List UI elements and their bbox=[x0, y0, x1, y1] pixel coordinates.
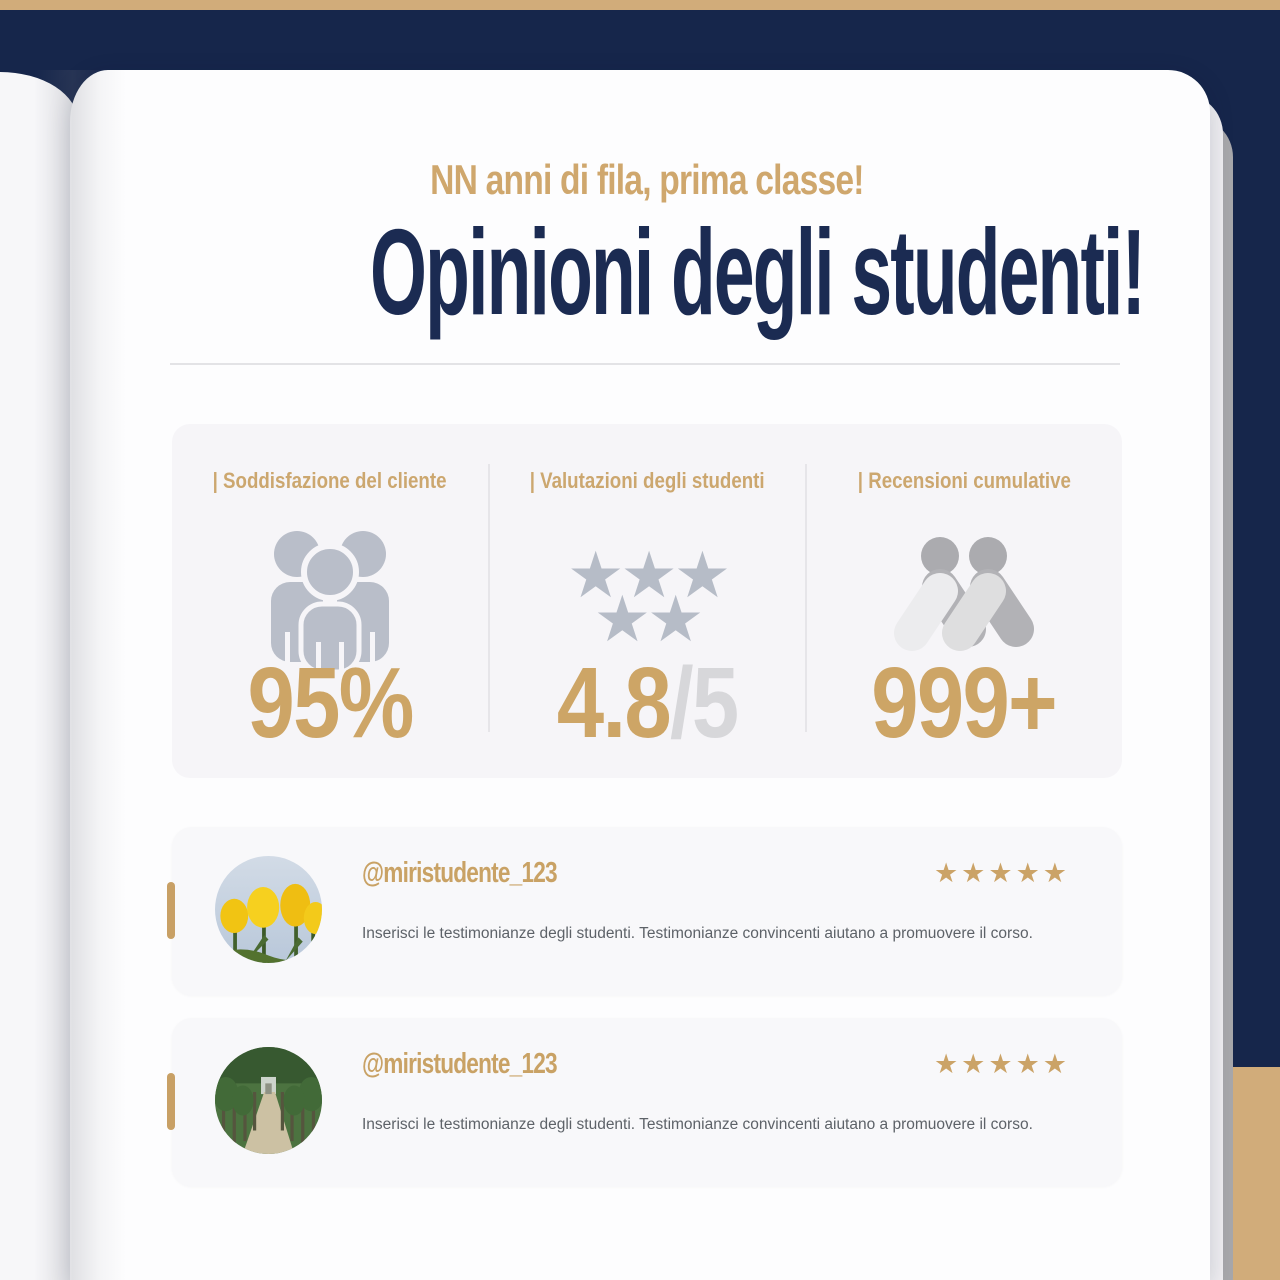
stat-reviews-value: 999+ bbox=[871, 647, 1058, 759]
stat-reviews-label: | Recensioni cumulative bbox=[857, 468, 1071, 493]
testimonial-username: @miristudente_123 bbox=[362, 1048, 558, 1080]
card-accent-bar bbox=[167, 1073, 175, 1130]
rating-stars-icon: ★★★★★ bbox=[933, 858, 1070, 888]
tree-lined-path-photo bbox=[215, 1047, 322, 1154]
rating-stars-icon: ★★★★★ bbox=[933, 1049, 1070, 1079]
stat-satisfaction-value: 95% bbox=[247, 647, 414, 759]
yellow-tulips-photo bbox=[215, 856, 322, 963]
testimonial-username: @miristudente_123 bbox=[362, 857, 558, 889]
stats-panel: | Soddisfazione del cliente 95% bbox=[172, 424, 1122, 778]
stat-rating-label: | Valutazioni degli studenti bbox=[529, 468, 765, 493]
testimonial-card: @miristudente_123 ★★★★★ Inserisci le tes… bbox=[167, 1018, 1122, 1186]
stat-satisfaction: | Soddisfazione del cliente 95% bbox=[172, 424, 488, 778]
testimonial-card: @miristudente_123 ★★★★★ Inserisci le tes… bbox=[167, 827, 1122, 995]
stat-rating-value: 4.8/5 bbox=[556, 647, 739, 759]
card-accent-bar bbox=[167, 882, 175, 939]
stats-divider bbox=[488, 464, 490, 732]
stat-satisfaction-label: | Soddisfazione del cliente bbox=[213, 468, 447, 493]
community-icon bbox=[806, 512, 1122, 684]
testimonial-text: Inserisci le testimonianze degli student… bbox=[362, 925, 1033, 942]
stats-divider bbox=[805, 464, 807, 732]
eyebrow-text: NN anni di fila, prima classe! bbox=[172, 156, 1122, 204]
testimonial-text: Inserisci le testimonianze degli student… bbox=[362, 1116, 1033, 1133]
people-group-icon bbox=[172, 512, 488, 684]
book-left-page-edge bbox=[0, 72, 78, 1280]
top-tan-strip bbox=[0, 0, 1280, 10]
stat-rating: | Valutazioni degli studenti ★★★ ★★ 4.8/… bbox=[489, 424, 805, 778]
title-divider-line bbox=[170, 363, 1120, 365]
page-title-label: Opinioni degli studenti! bbox=[370, 204, 1146, 340]
eyebrow-label: NN anni di fila, prima classe! bbox=[430, 156, 864, 203]
stat-reviews: | Recensioni cumulative 999+ bbox=[806, 424, 1122, 778]
five-stars-icon: ★★★ ★★ bbox=[566, 539, 731, 655]
page-title: Opinioni degli studenti! bbox=[112, 204, 1182, 340]
